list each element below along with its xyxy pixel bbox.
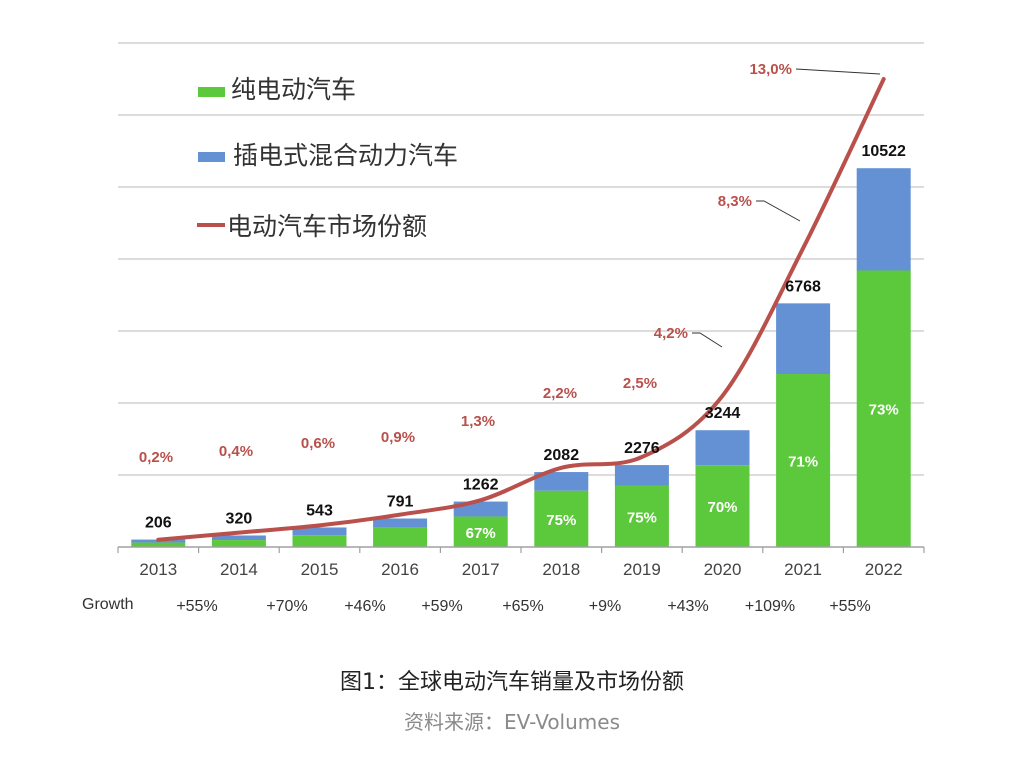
bev-share-label: 70% xyxy=(707,499,737,516)
growth-value: +46% xyxy=(344,598,385,615)
leader-line xyxy=(795,68,881,75)
bev-share-label: 75% xyxy=(546,512,576,529)
bar-total-label: 206 xyxy=(145,515,172,532)
bev-share-label: 75% xyxy=(627,509,657,526)
x-axis: 2013 2014 2015 2016 2017 2018 2019 2020 2021 2022 xyxy=(117,546,925,579)
growth-value: +43% xyxy=(667,598,708,615)
bar-phev xyxy=(614,465,669,486)
bar-phev xyxy=(776,303,831,375)
market-share-label: 13,0% xyxy=(749,61,792,78)
bev-share-label: 67% xyxy=(466,525,496,542)
market-share-label: 1,3% xyxy=(461,413,495,430)
bar-phev xyxy=(292,527,347,536)
legend-swatch-phev xyxy=(198,152,225,162)
bar-phev xyxy=(695,430,750,466)
bar-phev xyxy=(534,472,589,491)
x-tick-label: 2021 xyxy=(784,560,822,579)
growth-value: +59% xyxy=(421,598,462,615)
bar-total-label: 3244 xyxy=(705,405,741,422)
bar-bev xyxy=(131,542,186,547)
market-share-label: 2,5% xyxy=(623,375,657,392)
x-tick-label: 2017 xyxy=(462,560,500,579)
figure-source: 资料来源：EV-Volumes xyxy=(404,710,620,734)
x-tick-label: 2019 xyxy=(623,560,661,579)
ev-sales-chart: 2013 2014 2015 2016 2017 2018 2019 2020 2021 2022… xyxy=(82,42,925,615)
market-share-line xyxy=(156,77,886,542)
bar-phev xyxy=(211,535,266,541)
bar-bev xyxy=(614,485,669,547)
legend-label-share: 电动汽车市场份额 xyxy=(227,212,427,241)
bar-total-label: 10522 xyxy=(861,143,906,160)
growth-value: +70% xyxy=(266,598,307,615)
bar-bev xyxy=(776,374,831,547)
market-share-label: 4,2% xyxy=(654,325,688,342)
bar-bev xyxy=(292,535,347,547)
market-share-curve xyxy=(156,77,886,542)
bar-total-label: 1262 xyxy=(463,477,499,494)
x-tick-label: 2022 xyxy=(865,560,903,579)
x-tick-label: 2014 xyxy=(220,560,258,579)
market-share-label: 0,6% xyxy=(301,435,335,452)
legend-label-phev: 插电式混合动力汽车 xyxy=(233,141,458,170)
x-tick-label: 2013 xyxy=(139,560,177,579)
figure-caption: 图1：全球电动汽车销量及市场份额 xyxy=(340,670,684,695)
gridlines xyxy=(118,42,924,476)
leader-line xyxy=(756,200,801,222)
growth-value: +9% xyxy=(589,598,621,615)
bar-bev xyxy=(856,270,911,547)
bar-phev xyxy=(856,168,911,271)
growth-value: +55% xyxy=(176,598,217,615)
bars xyxy=(131,168,911,547)
market-share-label: 2,2% xyxy=(543,385,577,402)
growth-label: Growth xyxy=(82,596,134,613)
bar-bev xyxy=(534,490,589,547)
growth-row: Growth +55% +70% +46% +59% +65% +9% +43% +109% +5… xyxy=(82,596,871,615)
bar-bev xyxy=(373,527,428,547)
bar-bev xyxy=(453,516,508,547)
market-share-label: 0,4% xyxy=(219,443,253,460)
bar-total-label: 6768 xyxy=(785,278,821,295)
bar-phev xyxy=(373,518,428,528)
bar-total-label: 791 xyxy=(387,494,414,511)
bar-bev xyxy=(211,540,266,547)
leader-line xyxy=(692,332,723,348)
x-tick-label: 2015 xyxy=(301,560,339,579)
legend-swatch-bev xyxy=(198,87,225,97)
growth-value: +65% xyxy=(502,598,543,615)
growth-value: +55% xyxy=(829,598,870,615)
market-share-label: 8,3% xyxy=(718,193,752,210)
growth-value: +109% xyxy=(745,598,795,615)
market-share-label: 0,2% xyxy=(139,449,173,466)
legend-label-bev: 纯电动汽车 xyxy=(231,75,356,104)
bar-total-label: 543 xyxy=(306,502,333,519)
bar-total-label: 2082 xyxy=(544,447,580,464)
data-labels: 206 320 543 791 1262 67% 2082 75% 2276 75% 3244 70%… xyxy=(139,61,906,542)
x-tick-label: 2016 xyxy=(381,560,419,579)
market-share-label: 0,9% xyxy=(381,429,415,446)
x-tick-label: 2018 xyxy=(542,560,580,579)
bar-total-label: 320 xyxy=(226,510,253,527)
legend-swatch-share xyxy=(197,223,225,227)
bar-total-label: 2276 xyxy=(624,440,660,457)
x-tick-label: 2020 xyxy=(704,560,742,579)
bev-share-label: 71% xyxy=(788,454,818,471)
bev-share-label: 73% xyxy=(869,402,899,419)
bar-bev xyxy=(695,465,750,547)
